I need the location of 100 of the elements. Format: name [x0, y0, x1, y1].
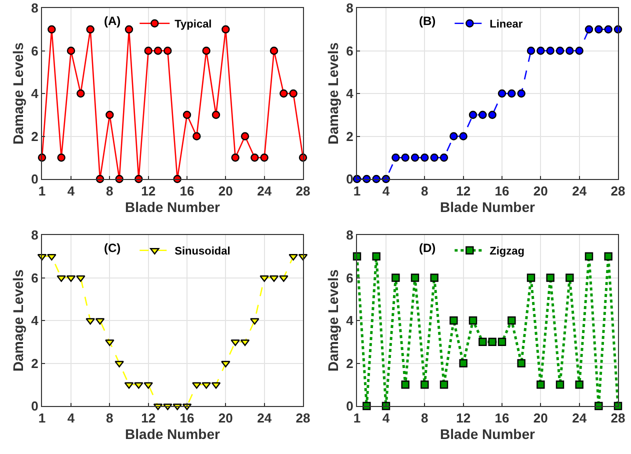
y-tick-label: 8 [31, 228, 38, 243]
y-tick-label: 6 [31, 270, 38, 286]
point [526, 46, 536, 55]
annotation: (D) [419, 241, 436, 255]
point [182, 110, 192, 119]
y-tick-label: 8 [346, 228, 354, 243]
point [430, 154, 438, 162]
x-tick-label: 1 [353, 184, 361, 199]
point [468, 316, 478, 325]
point [114, 360, 124, 368]
point [584, 25, 594, 34]
x-tick-label: 16 [180, 184, 194, 199]
y-tick-label: 4 [31, 313, 40, 328]
point [566, 46, 574, 55]
x-tick-label: 8 [421, 410, 428, 426]
x-tick-label: 20 [533, 410, 548, 426]
point [508, 89, 516, 98]
point [269, 275, 279, 282]
point [250, 154, 259, 162]
point [211, 382, 221, 389]
point [260, 154, 268, 162]
legend-label: Typical [174, 18, 212, 31]
point [134, 382, 144, 389]
y-tick-label: 4 [346, 86, 354, 102]
x-tick-label: 28 [296, 184, 310, 199]
point [440, 380, 448, 389]
x-tick-label: 4 [382, 184, 390, 199]
point [289, 89, 298, 98]
y-tick-label: 6 [346, 43, 354, 58]
point [420, 380, 429, 389]
point [478, 110, 487, 119]
point [604, 25, 612, 34]
point [48, 25, 56, 34]
x-tick-label: 4 [67, 184, 76, 199]
point [401, 380, 410, 389]
x-axis-title: Blade Number [440, 426, 536, 442]
x-tick-label: 28 [610, 410, 626, 426]
y-tick-label: 2 [31, 356, 38, 371]
x-tick-label: 20 [218, 410, 233, 426]
x-axis-title: Blade Number [125, 426, 220, 442]
point [556, 380, 564, 389]
point [459, 359, 468, 368]
point [401, 154, 410, 162]
point [604, 252, 612, 260]
y-tick-label: 4 [31, 86, 40, 102]
x-tick-label: 8 [421, 184, 428, 199]
point [212, 110, 220, 119]
point [260, 275, 269, 282]
x-tick-label: 24 [257, 410, 272, 426]
point [240, 132, 250, 140]
point [362, 402, 371, 410]
point [392, 154, 400, 162]
point [270, 46, 278, 55]
x-tick-label: 24 [257, 184, 272, 199]
x-tick-label: 16 [494, 410, 510, 426]
point [536, 46, 545, 55]
x-tick-label: 4 [67, 410, 76, 426]
point [410, 274, 420, 282]
legend-label: Linear [490, 18, 524, 31]
point [202, 382, 211, 389]
point [222, 25, 230, 34]
point [57, 154, 66, 162]
x-tick-label: 12 [456, 410, 471, 426]
x-tick-label: 1 [353, 410, 361, 426]
point [192, 382, 202, 389]
point [556, 46, 564, 55]
annotation: (A) [104, 14, 121, 28]
y-tick-label: 6 [31, 43, 38, 58]
point [124, 25, 134, 34]
x-tick-label: 12 [456, 184, 471, 199]
point [478, 338, 487, 346]
point [86, 318, 95, 325]
x-tick-label: 4 [382, 410, 390, 426]
point [154, 46, 162, 55]
point [144, 382, 153, 389]
y-tick-label: 0 [31, 398, 38, 414]
x-tick-label: 1 [38, 410, 46, 426]
x-axis-title: Blade Number [440, 198, 536, 215]
point [76, 89, 85, 98]
point [459, 132, 468, 140]
annotation: (C) [104, 241, 121, 255]
y-tick-label: 8 [346, 0, 354, 16]
y-tick-label: 0 [346, 172, 354, 187]
y-axis-title: Damage Levels [324, 269, 341, 372]
x-tick-label: 16 [494, 184, 510, 199]
y-tick-label: 4 [346, 313, 354, 328]
point [164, 46, 172, 55]
point [517, 359, 526, 368]
x-tick-label: 12 [141, 184, 156, 199]
point [450, 316, 458, 325]
point [202, 46, 210, 55]
y-tick-label: 2 [346, 356, 354, 371]
point [575, 46, 584, 55]
point [546, 274, 554, 282]
point [526, 274, 536, 282]
point [566, 274, 574, 282]
point [144, 46, 152, 55]
x-tick-label: 20 [533, 184, 548, 199]
x-tick-label: 20 [218, 184, 233, 199]
legend-label: Sinusoidal [174, 246, 230, 258]
